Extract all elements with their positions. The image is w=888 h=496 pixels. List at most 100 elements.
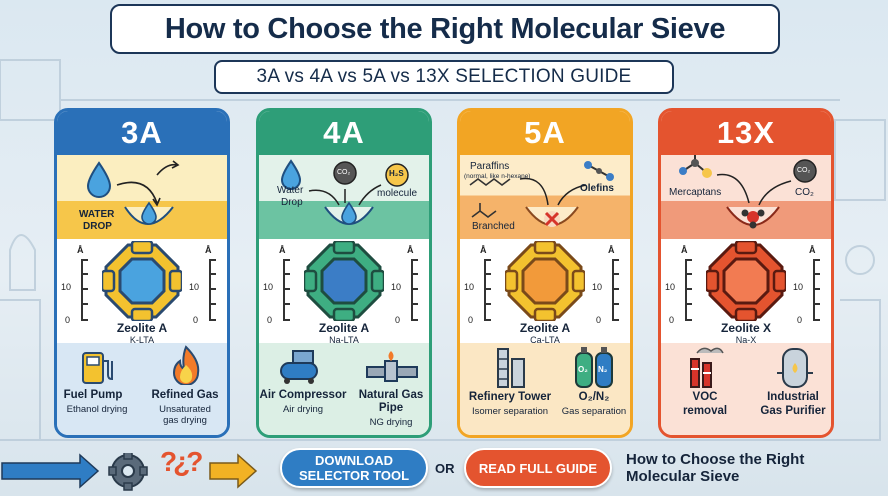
co2-molecule-icon [793, 159, 817, 183]
footer-graphics [1, 453, 258, 491]
card-5a-molecules: Paraffins (normal, like n-hexane) Olefin… [460, 155, 630, 239]
card-4a-framework: Å 10 0 Å 10 0 Zeolite A Na-LTA [259, 239, 429, 349]
card-5a-paraffins: Paraffins [470, 161, 510, 172]
zeolite-structure-icon [304, 241, 384, 321]
card-3a-ruler-left: Å 10 0 [61, 245, 91, 325]
zeolite-structure-icon [102, 241, 182, 321]
card-3a-app-2-desc-1: Unsaturated [159, 404, 211, 415]
card-3a-ruler-right: Å 10 0 [189, 245, 219, 325]
card-4a-app-2-name-1: Natural Gas [358, 389, 424, 401]
card-4a-zeolite-name: Zeolite A [318, 321, 370, 335]
card-5a-app-1-name: Refinery Tower [468, 391, 552, 403]
card-5a-branched: Branched [472, 221, 515, 232]
subtitle-banner: 3A vs 4A vs 5A vs 13X SELECTION GUIDE [214, 60, 674, 94]
download-label-1: DOWNLOAD [315, 453, 393, 468]
mercaptan-molecule-icon [679, 155, 712, 178]
card-4a-label: 4A [323, 115, 365, 150]
factory-icon [690, 347, 724, 388]
card-13x-zeolite-name: Zeolite X [720, 321, 772, 335]
arrow-right-icon [1, 453, 100, 489]
card-5a-app-2-desc: Gas separation [561, 406, 627, 417]
card-4a-molecule-graphic [280, 159, 409, 225]
card-13x-app-2-name-2: Gas Purifier [760, 405, 826, 417]
card-5a-molecule-graphic [469, 161, 614, 227]
card-13x-ruler-right: Å 10 0 [793, 245, 823, 325]
card-5a-header: 5A [460, 111, 630, 155]
zeolite-structure-icon [706, 241, 786, 321]
small-drop-icon [141, 201, 157, 225]
card-13x-co2-bubble: CO₂ [797, 167, 811, 174]
water-drop-icon [280, 159, 302, 190]
card-3a-zeolite-framework: K-LTA [129, 335, 155, 345]
card-3a-app-1-name: Fuel Pump [63, 389, 123, 401]
card-5a-applications: O₂ N₂ Refinery Tower Isomer separation O… [460, 343, 630, 435]
or-separator: OR [435, 461, 455, 476]
small-drop-icon [341, 201, 357, 225]
card-13x-framework: Å 10 0 Å 10 0 Zeolite X Na-X [661, 239, 831, 349]
read-full-guide-button[interactable]: READ FULL GUIDE [464, 448, 612, 488]
card-3a-mol-text-1: WATER [79, 209, 115, 220]
card-13x-molecules: CO₂ Mercaptans CO₂ [661, 155, 831, 239]
card-4a-header: 4A [259, 111, 429, 155]
co2-molecule-icon [333, 161, 357, 185]
gear-icon [108, 453, 148, 491]
footer-title: How to Choose the Right Molecular Sieve [626, 451, 866, 485]
card-3a-app-2-desc-2: gas drying [163, 415, 207, 426]
card-5a-ruler-right: Å 10 0 [592, 245, 622, 325]
card-13x-zeolite-framework: Na-X [735, 335, 757, 345]
question-marks-icon: ?¿? [160, 446, 203, 477]
card-4a-water-2: Drop [281, 197, 303, 208]
card-5a-olefins: Olefins [580, 183, 614, 194]
card-3a-molecules: WATER DROP [57, 155, 227, 239]
water-drop-icon [86, 161, 112, 198]
card-4a-applications: Air Compressor Air drying Natural Gas Pi… [259, 343, 429, 435]
card-5a-app-1-desc: Isomer separation [471, 406, 549, 417]
card-13x: 13X CO₂ Mercaptans CO₂ Å 10 0 [658, 108, 834, 438]
card-5a-app-2-name: O₂/N₂ [578, 391, 610, 403]
card-3a-app-1-desc: Ethanol drying [66, 404, 128, 415]
fuel-pump-icon [82, 352, 113, 384]
card-13x-applications: VOC removal Industrial Gas Purifier [661, 343, 831, 435]
card-4a-co2: CO₂ [337, 169, 351, 176]
page-subtitle: 3A vs 4A vs 5A vs 13X SELECTION GUIDE [256, 66, 632, 87]
card-4a-app-1-desc: Air drying [282, 404, 324, 415]
card-5a-label: 5A [524, 115, 566, 150]
card-13x-molecule-graphic [679, 155, 817, 229]
card-4a-app-2-desc: NG drying [369, 417, 413, 428]
card-5a-framework: Å 10 0 Å 10 0 Zeolite A Ca-LTA [460, 239, 630, 349]
card-3a-zeolite-name: Zeolite A [116, 321, 168, 335]
guide-label: READ FULL GUIDE [478, 460, 598, 476]
refinery-tower-icon [497, 348, 525, 388]
card-4a-molecule: molecule [377, 188, 418, 199]
title-banner: How to Choose the Right Molecular Sieve [110, 4, 780, 54]
card-3a-label: 3A [121, 115, 163, 150]
download-label-2: SELECTOR TOOL [298, 468, 410, 483]
card-3a-applications: Fuel Pump Ethanol drying Refined Gas Uns… [57, 343, 227, 435]
card-5a-zeolite-framework: Ca-LTA [530, 335, 560, 345]
card-13x-ruler-left: Å 10 0 [665, 245, 695, 325]
card-4a-app-2-name-2: Pipe [378, 402, 404, 414]
card-3a-header: 3A [57, 111, 227, 155]
gas-purifier-icon [777, 348, 813, 388]
card-13x-app-1-name-1: VOC [692, 391, 718, 403]
h2s-molecule-icon [385, 163, 409, 187]
card-5a-cyl-1: O₂ [578, 365, 588, 374]
card-4a-app-1-name: Air Compressor [259, 389, 347, 401]
adsorbed-molecule-icon [741, 209, 765, 229]
footer-title-1: How to Choose the Right [626, 451, 805, 468]
card-3a-mol-text-2: DROP [83, 221, 112, 232]
card-5a-ruler-left: Å 10 0 [464, 245, 494, 325]
arrow-right-icon [209, 453, 258, 489]
download-selector-tool-button[interactable]: DOWNLOAD SELECTOR TOOL [280, 448, 428, 488]
zeolite-structure-icon [505, 241, 585, 321]
card-5a-zeolite-name: Zeolite A [519, 321, 571, 335]
flame-icon [172, 345, 200, 385]
card-4a-zeolite-framework: Na-LTA [329, 335, 359, 345]
card-3a-framework: Å 10 0 Å 10 0 Zeolite A K-LTA [57, 239, 227, 349]
card-4a-h2s: H₂S [389, 169, 404, 178]
card-5a-paraffins-note: (normal, like n-hexane) [464, 173, 531, 180]
card-3a-app-2-name: Refined Gas [151, 389, 219, 401]
card-3a: 3A WATER DROP Å 10 0 [54, 108, 230, 438]
card-13x-co2: CO₂ [795, 187, 814, 198]
card-4a-water-1: Water [277, 185, 304, 196]
